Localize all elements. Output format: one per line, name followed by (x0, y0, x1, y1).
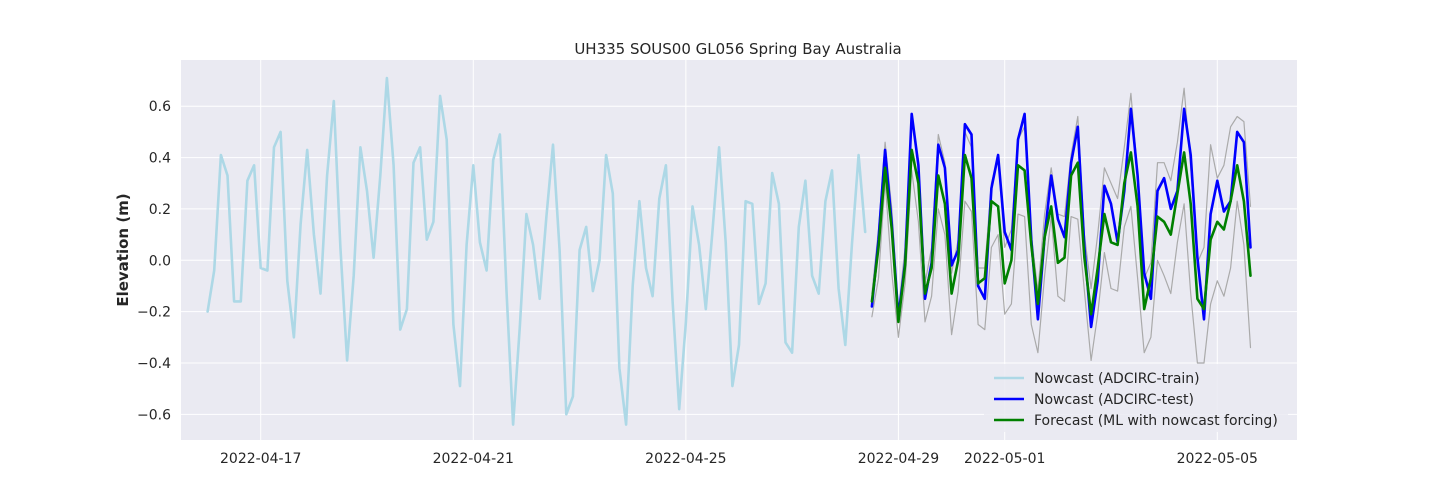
series-layer (206, 76, 1252, 426)
legend-label-forecast: Forecast (ML with nowcast forcing) (1034, 413, 1278, 429)
y-tick-label: 0.2 (149, 202, 171, 218)
series-line-forecast (870, 148, 1252, 324)
x-tick-label: 2022-04-21 (433, 451, 514, 467)
legend-label-train: Nowcast (ADCIRC-train) (1034, 371, 1200, 387)
x-tick-label: 2022-05-01 (964, 451, 1045, 467)
y-tick-label: 0.4 (149, 151, 171, 167)
y-axis-label: Elevation (m) (114, 193, 132, 306)
x-tick-label: 2022-05-05 (1177, 451, 1258, 467)
series-line-test (870, 107, 1252, 329)
y-tick-label: 0.0 (149, 253, 171, 269)
y-axis-ticks: −0.6 −0.4 −0.2 0.0 0.2 0.4 0.6 (137, 99, 171, 423)
legend: Nowcast (ADCIRC-train) Nowcast (ADCIRC-t… (984, 364, 1288, 432)
legend-box (984, 364, 1288, 432)
x-tick-label: 2022-04-17 (220, 451, 301, 467)
y-tick-label: −0.2 (137, 305, 171, 321)
y-tick-label: 0.6 (149, 99, 171, 115)
legend-label-test: Nowcast (ADCIRC-test) (1034, 392, 1194, 408)
chart-title: UH335 SOUS00 GL056 Spring Bay Australia (574, 40, 901, 58)
x-tick-label: 2022-04-29 (858, 451, 939, 467)
y-tick-label: −0.4 (137, 356, 171, 372)
series-line-ensemble-lower (871, 169, 1252, 364)
y-tick-label: −0.6 (137, 407, 171, 423)
series-line-train (206, 76, 867, 426)
x-axis-ticks: 2022-04-17 2022-04-21 2022-04-25 2022-04-29… (220, 451, 1258, 467)
x-tick-label: 2022-04-25 (645, 451, 726, 467)
